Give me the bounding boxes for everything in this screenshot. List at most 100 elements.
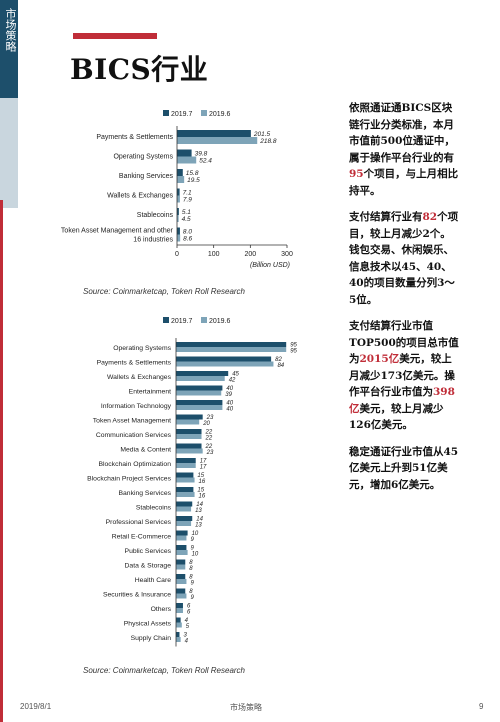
x-tick-label: 200 bbox=[244, 251, 256, 258]
legend-label: 2019.6 bbox=[209, 318, 231, 325]
value-label: 7.1 bbox=[183, 190, 192, 197]
highlight-value: 95 bbox=[349, 168, 364, 180]
bar-2019-6 bbox=[176, 390, 222, 396]
value-label: 5.1 bbox=[182, 209, 191, 216]
bar-2019-7 bbox=[176, 487, 194, 492]
text-run: 依照通证通BICS区块链行业分类标准，本月市值前500位通证中，属于操作平台行业… bbox=[349, 102, 455, 164]
value-label: 9 bbox=[190, 537, 194, 543]
legend-swatch bbox=[163, 317, 169, 323]
legend-swatch bbox=[201, 110, 207, 116]
category-label: Banking Services bbox=[119, 173, 174, 180]
value-label: 19.5 bbox=[187, 177, 200, 184]
category-label: Banking Services bbox=[118, 490, 171, 497]
bar-2019-7 bbox=[176, 472, 194, 478]
value-label: 22 bbox=[205, 444, 213, 450]
category-label: Retail E-Commerce bbox=[112, 534, 172, 541]
bar-2019-7 bbox=[177, 227, 180, 235]
text-run: 个项目，与上月相比持平。 bbox=[349, 168, 459, 197]
bar-2019-7 bbox=[176, 371, 229, 376]
chart2-source: Source: Coinmarketcap, Token Roll Resear… bbox=[83, 666, 246, 675]
value-label: 15.8 bbox=[186, 170, 199, 177]
chart1-source: Source: Coinmarketcap, Token Roll Resear… bbox=[83, 287, 246, 296]
value-label: 9 bbox=[190, 595, 194, 601]
value-label: 42 bbox=[229, 378, 236, 384]
highlight-value: 398亿 bbox=[349, 386, 455, 415]
bar-2019-6 bbox=[177, 234, 181, 242]
bar-2019-7 bbox=[176, 545, 187, 550]
legend-label: 2019.7 bbox=[171, 318, 193, 325]
category-label: Professional Services bbox=[106, 519, 172, 526]
bar-2019-6 bbox=[176, 463, 196, 468]
bar-2019-6 bbox=[176, 593, 187, 599]
x-tick-label: 100 bbox=[208, 251, 220, 258]
bar-2019-7 bbox=[176, 559, 186, 565]
category-label: Physical Assets bbox=[124, 621, 172, 628]
bar-2019-7 bbox=[176, 443, 202, 449]
bar-2019-6 bbox=[176, 564, 186, 570]
bar-2019-7 bbox=[176, 603, 183, 608]
value-label: 95 bbox=[290, 349, 297, 355]
category-label: Blockchain Project Services bbox=[87, 476, 171, 483]
value-label: 8.0 bbox=[183, 229, 192, 236]
category-label: Data & Storage bbox=[125, 563, 172, 570]
bar-2019-6 bbox=[176, 622, 182, 628]
value-label: 22 bbox=[205, 436, 213, 442]
value-label: 8.6 bbox=[183, 236, 192, 243]
value-label: 39.8 bbox=[195, 151, 208, 158]
bar-2019-6 bbox=[177, 215, 179, 222]
category-label: Entertainment bbox=[129, 389, 171, 396]
value-label: 5 bbox=[186, 624, 190, 630]
category-label: Payments & Settlements bbox=[96, 134, 173, 141]
value-label: 23 bbox=[206, 450, 214, 456]
legend-label: 2019.7 bbox=[171, 111, 193, 118]
bar-2019-7 bbox=[177, 130, 251, 137]
side-bar-top bbox=[0, 0, 18, 98]
value-label: 13 bbox=[195, 523, 202, 529]
bar-2019-6 bbox=[176, 535, 187, 541]
footer-date: 2019/8/1 bbox=[20, 702, 52, 711]
value-label: 17 bbox=[200, 465, 207, 471]
bar-2019-6 bbox=[176, 506, 192, 512]
bar-2019-6 bbox=[176, 434, 202, 439]
bar-2019-6 bbox=[176, 477, 195, 483]
value-label: 40 bbox=[226, 386, 233, 392]
legend-swatch bbox=[163, 110, 169, 116]
value-label: 45 bbox=[232, 372, 239, 378]
commentary-paragraph: 依照通证通BICS区块链行业分类标准，本月市值前500位通证中，属于操作平台行业… bbox=[349, 100, 461, 199]
value-label: 13 bbox=[195, 508, 202, 514]
text-run: 美元，较上月减少173亿美元。操作平台行业市值为 bbox=[349, 353, 455, 398]
category-label: Communication Services bbox=[96, 432, 172, 439]
value-label: 95 bbox=[290, 343, 297, 349]
category-label: Others bbox=[151, 606, 172, 613]
category-label: Wallets & Exchanges bbox=[107, 374, 172, 381]
bar-2019-6 bbox=[176, 521, 192, 526]
value-label: 82 bbox=[275, 357, 282, 363]
bar-2019-7 bbox=[176, 356, 272, 362]
value-label: 14 bbox=[196, 502, 203, 508]
category-label: Public Services bbox=[125, 548, 172, 555]
value-label: 20 bbox=[202, 421, 210, 427]
category-label: Operating Systems bbox=[113, 345, 171, 352]
value-label: 9 bbox=[190, 581, 194, 587]
value-label: 8 bbox=[189, 566, 193, 572]
accent-strip bbox=[0, 200, 3, 722]
bar-2019-6 bbox=[176, 608, 183, 613]
bar-2019-7 bbox=[177, 208, 179, 215]
value-label: 17 bbox=[200, 459, 207, 465]
value-label: 23 bbox=[206, 415, 214, 421]
text-run: 个项目，较上月减少2个。钱包交易、休闲娱乐、信息技术以45、40、40的项目数量… bbox=[349, 211, 459, 306]
category-label: Blockchain Optimization bbox=[98, 461, 171, 468]
bar-2019-7 bbox=[176, 400, 223, 405]
value-label: 4 bbox=[185, 639, 189, 645]
unit-label: (Billion USD) bbox=[250, 262, 290, 269]
category-label: Stablecoins bbox=[136, 505, 172, 512]
bar-2019-6 bbox=[176, 492, 195, 497]
value-label: 52.4 bbox=[199, 158, 212, 165]
text-run: 支付结算行业有 bbox=[349, 211, 423, 223]
side-bar: 市场策略 bbox=[0, 0, 18, 722]
value-label: 6 bbox=[187, 604, 191, 610]
bar-2019-6 bbox=[176, 579, 187, 584]
bar-2019-7 bbox=[177, 188, 180, 196]
bar-2019-7 bbox=[176, 617, 181, 623]
